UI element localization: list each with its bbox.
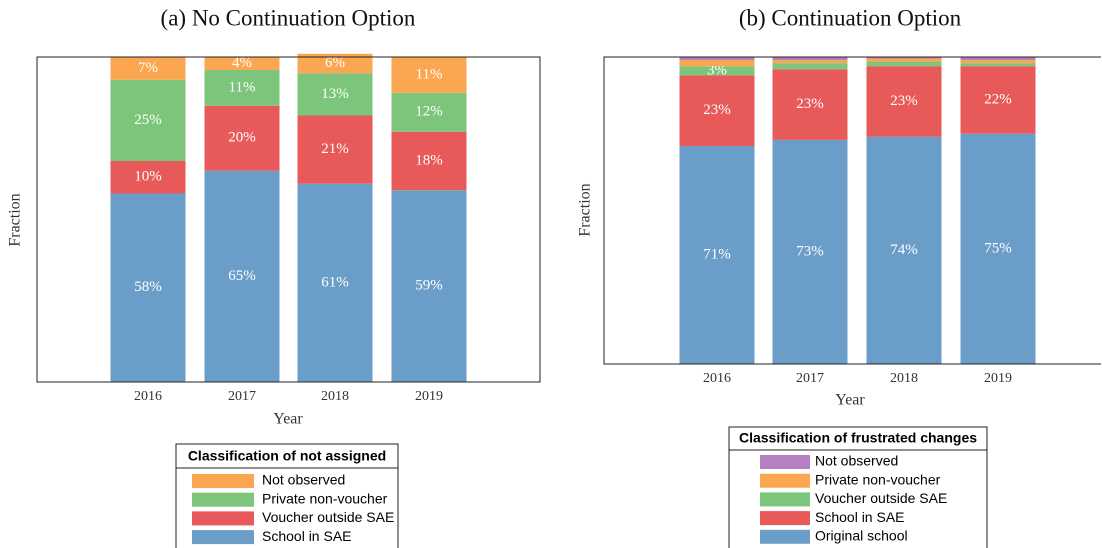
bar-segment xyxy=(391,131,467,191)
legend-swatch xyxy=(760,492,810,507)
bar-segment xyxy=(204,70,280,106)
chart-title: (a) No Continuation Option xyxy=(161,5,416,30)
bar-segment xyxy=(204,170,280,382)
value-label: 25% xyxy=(134,112,162,128)
bar-segment xyxy=(679,60,755,67)
bar-segment xyxy=(679,66,755,76)
legend-swatch xyxy=(192,474,254,488)
bar-segment xyxy=(960,133,1036,364)
bar-segment xyxy=(960,63,1036,67)
value-label: 18% xyxy=(415,152,443,168)
value-label: 73% xyxy=(796,243,824,259)
value-label: 59% xyxy=(415,278,443,294)
value-label: 74% xyxy=(890,242,918,258)
bar-segment xyxy=(297,115,373,184)
value-label: 61% xyxy=(321,274,349,290)
bar-segment xyxy=(772,139,848,364)
value-label: 11% xyxy=(229,79,256,95)
bar-segment xyxy=(679,146,755,364)
legend-swatch xyxy=(760,529,810,544)
value-label: 21% xyxy=(321,141,349,157)
bar-segment xyxy=(110,79,186,161)
chart-title: (b) Continuation Option xyxy=(739,5,962,30)
bar-segment xyxy=(110,161,186,194)
legend-swatch xyxy=(192,530,254,545)
legend-label: School in SAE xyxy=(815,509,905,525)
bar-segment xyxy=(204,57,280,70)
bar-segment xyxy=(772,60,848,64)
x-axis-label: Year xyxy=(273,411,303,428)
value-label: 23% xyxy=(890,93,918,109)
x-axis-label: Year xyxy=(835,392,865,409)
value-label: 75% xyxy=(984,240,1012,256)
value-label: 22% xyxy=(984,91,1012,107)
bar-segment xyxy=(866,61,942,67)
legend-title: Classification of not assigned xyxy=(188,448,386,464)
x-tick-label: 2018 xyxy=(321,389,349,404)
bar-segment xyxy=(866,136,942,364)
bar-segment xyxy=(297,53,373,74)
value-label: 20% xyxy=(228,130,256,146)
bar-segment xyxy=(297,73,373,116)
legend-swatch xyxy=(760,455,810,469)
bar-segment xyxy=(679,57,755,61)
bar-segment xyxy=(679,75,755,147)
bar-segment xyxy=(391,190,467,382)
legend-label: Voucher outside SAE xyxy=(815,490,947,506)
bar-segment xyxy=(960,57,1036,61)
bar-segment xyxy=(110,57,186,80)
value-label: 23% xyxy=(703,102,731,118)
value-label: 71% xyxy=(703,246,731,262)
x-tick-label: 2017 xyxy=(796,371,824,386)
value-label: 6% xyxy=(325,55,345,71)
value-label: 3% xyxy=(707,62,727,78)
legend-swatch xyxy=(192,492,254,507)
bar-segment xyxy=(772,63,848,70)
bar-segment xyxy=(960,66,1036,134)
value-label: 23% xyxy=(796,96,824,112)
plot-frame xyxy=(36,56,541,383)
x-tick-label: 2017 xyxy=(228,389,256,404)
bar-segment xyxy=(866,57,942,59)
legend-label: Not observed xyxy=(815,453,898,469)
value-label: 12% xyxy=(415,104,443,120)
bar-segment xyxy=(110,193,186,382)
value-label: 13% xyxy=(321,86,349,102)
bar-segment xyxy=(772,57,848,61)
x-tick-label: 2019 xyxy=(415,389,443,404)
legend-label: Not observed xyxy=(262,472,345,488)
legend-swatch xyxy=(760,511,810,526)
legend-label: Private non-voucher xyxy=(262,490,388,506)
bar-segment xyxy=(297,183,373,382)
value-label: 11% xyxy=(416,66,443,82)
bar-segment xyxy=(204,105,280,171)
x-tick-label: 2018 xyxy=(890,371,918,386)
legend-title: Classification of frustrated changes xyxy=(739,430,977,446)
legend-label: School in SAE xyxy=(262,528,352,544)
y-axis-label: Fraction xyxy=(577,183,594,236)
bar-segment xyxy=(772,69,848,140)
y-axis-label: Fraction xyxy=(7,193,24,246)
bar-segment xyxy=(866,66,942,137)
legend-swatch xyxy=(760,473,810,488)
x-tick-label: 2016 xyxy=(703,371,731,386)
bar-segment xyxy=(960,60,1036,64)
value-label: 65% xyxy=(228,268,256,284)
plot-frame xyxy=(603,56,1101,365)
value-label: 58% xyxy=(134,279,162,295)
value-label: 10% xyxy=(134,169,162,185)
legend-label: Private non-voucher xyxy=(815,471,941,487)
legend-swatch xyxy=(192,511,254,526)
bar-segment xyxy=(866,58,942,62)
x-tick-label: 2016 xyxy=(134,389,162,404)
value-label: 4% xyxy=(232,55,252,71)
x-tick-label: 2019 xyxy=(984,371,1012,386)
legend-label: Original school xyxy=(815,528,908,544)
legend-label: Voucher outside SAE xyxy=(262,509,394,525)
bar-segment xyxy=(391,57,467,93)
bar-segment xyxy=(391,92,467,132)
value-label: 7% xyxy=(138,60,158,76)
